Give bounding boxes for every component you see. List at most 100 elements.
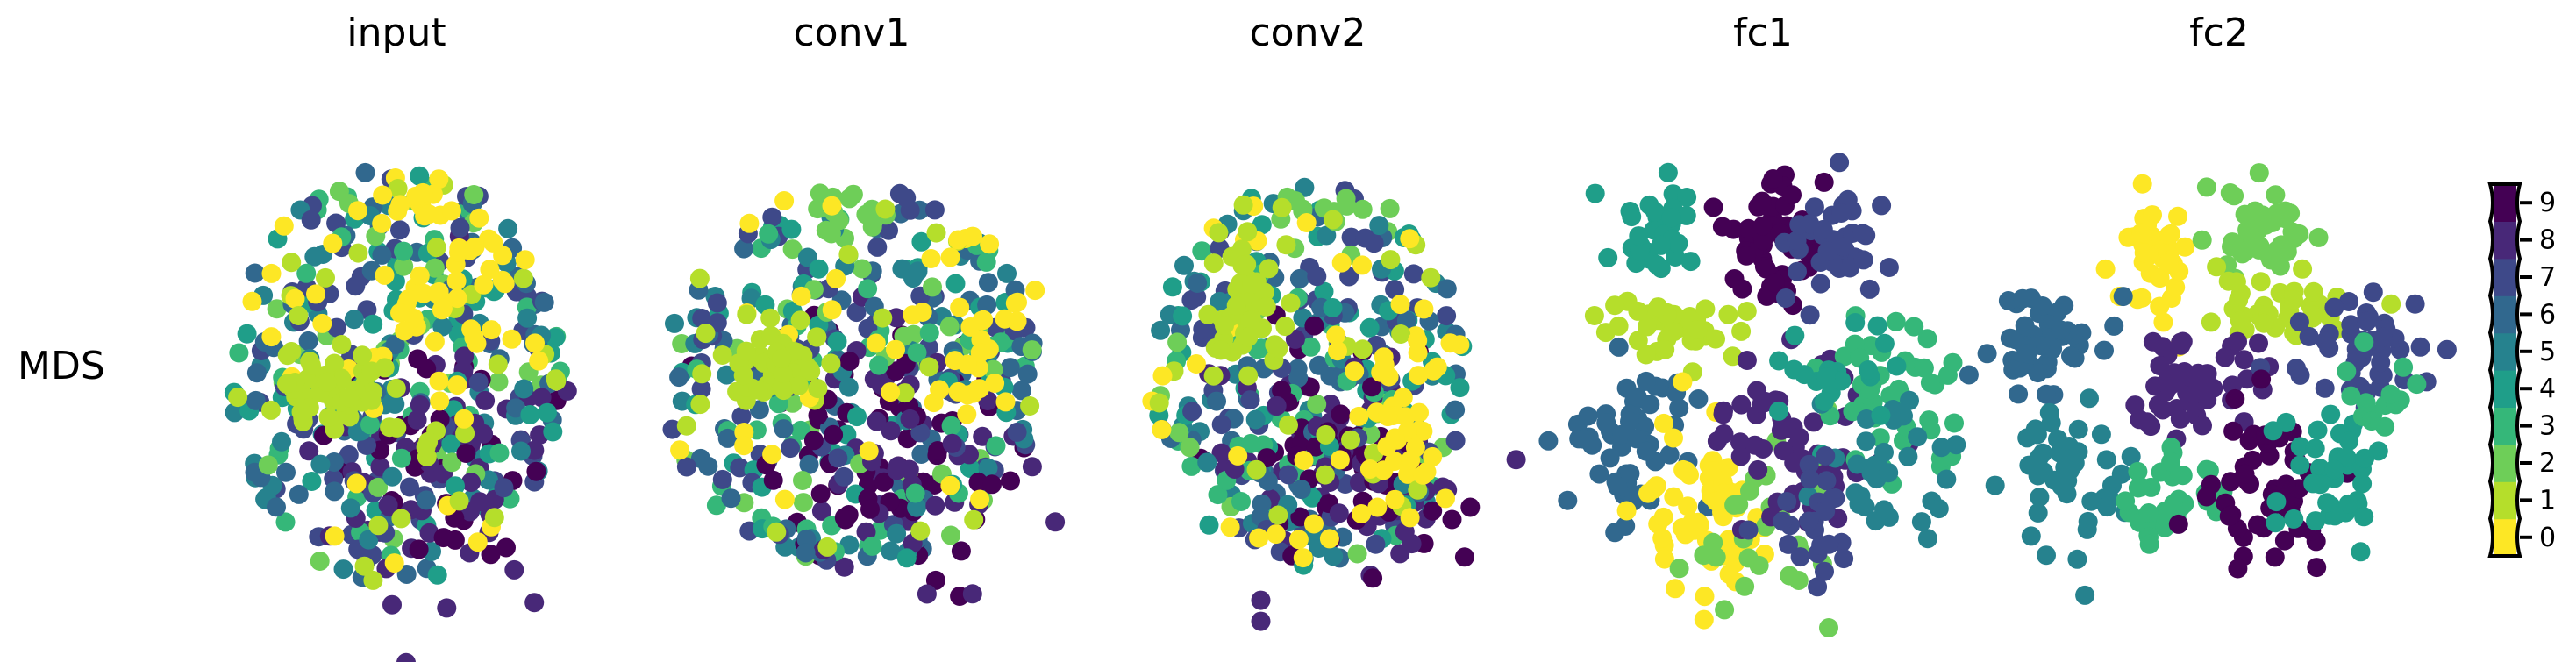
- input-point-class-0: [429, 371, 449, 391]
- fc2-point-class-9: [2223, 421, 2244, 441]
- conv1-point-class-8: [811, 501, 831, 521]
- fc2-point-class-9: [2307, 558, 2327, 578]
- input-point-class-1: [484, 508, 504, 528]
- conv2-point-class-8: [1211, 443, 1231, 463]
- fc2-point-class-4: [2321, 404, 2341, 424]
- colorbar-tick-label-4: 4: [2539, 374, 2556, 404]
- conv1-point-class-2: [829, 210, 849, 231]
- conv2-point-class-9: [1304, 316, 1324, 336]
- fc2-point-class-3: [2164, 494, 2184, 514]
- fc2-point-class-4: [2290, 437, 2310, 457]
- fc2-point-class-5: [2068, 419, 2088, 439]
- input-point-class-0: [395, 321, 415, 341]
- fc1-point-class-7: [1834, 549, 1854, 569]
- conv1-point-class-3: [869, 355, 888, 375]
- input-point-class-0: [325, 526, 345, 546]
- fc2-point-class-2: [2266, 240, 2287, 260]
- conv2-point-class-1: [1272, 197, 1292, 217]
- input-point-class-6: [506, 398, 526, 418]
- conv1-point-class-9: [982, 474, 1002, 495]
- conv1-point-class-1: [800, 360, 820, 381]
- conv2-point-class-2: [1307, 395, 1327, 414]
- conv2-point-class-0: [1384, 452, 1404, 472]
- conv1-point-class-6: [1000, 358, 1020, 378]
- conv1-point-class-1: [838, 245, 859, 265]
- conv1-point-class-7: [676, 457, 696, 477]
- conv2-point-class-8: [1267, 395, 1287, 416]
- fc1-point-class-5: [1931, 438, 1952, 458]
- fc2-point-class-9: [2235, 464, 2255, 484]
- fc1-point-class-4: [1646, 254, 1666, 274]
- fc1-point-class-5: [1847, 454, 1867, 474]
- colorbar-tick-label-6: 6: [2539, 299, 2556, 330]
- input-point-class-2: [442, 452, 462, 473]
- conv2-point-class-9: [1331, 404, 1351, 424]
- conv2-point-class-1: [1215, 316, 1234, 336]
- fc1-point-class-8: [1748, 459, 1768, 480]
- fc2-point-class-7: [2405, 294, 2425, 314]
- conv1-point-class-5: [887, 523, 907, 544]
- fc2-point-class-9: [2225, 388, 2245, 409]
- input-point-class-1: [363, 570, 383, 590]
- conv1-point-class-2: [843, 184, 863, 204]
- conv1-point-class-6: [799, 454, 819, 474]
- conv2-point-class-6: [1207, 391, 1226, 411]
- conv2-point-class-6: [1445, 400, 1466, 420]
- conv1-point-class-0: [963, 226, 982, 246]
- conv1-point-class-7: [730, 458, 750, 478]
- fc1-point-class-2: [1735, 576, 1755, 596]
- fc2-point-class-2: [2235, 204, 2255, 224]
- fc1-point-class-7: [1738, 520, 1759, 540]
- conv1-point-class-4: [837, 424, 857, 445]
- fc1-point-class-7: [1816, 471, 1837, 491]
- fc2-point-class-8: [2197, 364, 2217, 384]
- fc2-point-class-0: [2159, 225, 2179, 246]
- conv1-point-class-5: [908, 261, 928, 281]
- fc1-point-class-7: [1872, 196, 1892, 216]
- input-point-class-9: [433, 528, 453, 548]
- conv1-point-class-4: [781, 219, 802, 239]
- input-point-class-8: [532, 388, 552, 408]
- fc2-point-class-5: [2097, 497, 2117, 517]
- input-point-class-5: [310, 454, 331, 474]
- conv1-point-class-6: [1017, 364, 1038, 384]
- input-point-class-6: [245, 263, 265, 283]
- fc2-point-class-0: [2168, 206, 2187, 226]
- input-point-class-1: [260, 400, 281, 420]
- panel-title-conv1: conv1: [793, 11, 910, 55]
- conv2-point-class-8: [1329, 503, 1349, 523]
- fc1-point-class-9: [1712, 217, 1732, 237]
- conv1-point-class-1: [737, 304, 757, 324]
- input-point-class-1: [386, 378, 406, 398]
- input-point-class-0: [432, 298, 453, 318]
- conv1-point-class-8: [925, 495, 945, 516]
- colorbar-segment-8: [2494, 221, 2516, 260]
- conv1-point-class-8: [917, 584, 937, 604]
- fc1-point-class-1: [1648, 297, 1668, 317]
- fc2-point-class-9: [2221, 472, 2241, 492]
- conv1-point-class-1: [788, 375, 809, 395]
- conv1-point-class-8: [881, 421, 901, 441]
- conv2-point-class-1: [1238, 366, 1259, 386]
- fc2-point-class-6: [1959, 365, 1979, 385]
- input-point-class-0: [464, 328, 484, 348]
- conv1-point-class-5: [997, 263, 1017, 283]
- fc1-point-class-1: [1636, 345, 1656, 365]
- input-point-class-7: [327, 317, 346, 338]
- fc1-point-class-5: [1874, 442, 1894, 462]
- conv2-point-class-7: [1403, 264, 1424, 284]
- conv1-point-class-0: [948, 230, 968, 250]
- conv2-point-class-8: [1285, 329, 1305, 349]
- fc1-point-class-1: [1731, 321, 1752, 341]
- fc2-point-class-6: [2003, 359, 2023, 380]
- fc1-point-class-0: [1678, 496, 1698, 516]
- panel-conv1: conv1: [662, 11, 1066, 606]
- fc2-point-class-0: [2150, 296, 2170, 317]
- fc2-point-class-4: [2290, 455, 2310, 475]
- conv2-point-class-5: [1210, 291, 1230, 311]
- conv2-point-class-2: [1167, 332, 1188, 352]
- input-point-class-0: [480, 260, 500, 280]
- input-point-class-1: [282, 253, 302, 273]
- input-point-class-1: [348, 243, 368, 263]
- conv2-point-class-0: [1152, 419, 1172, 439]
